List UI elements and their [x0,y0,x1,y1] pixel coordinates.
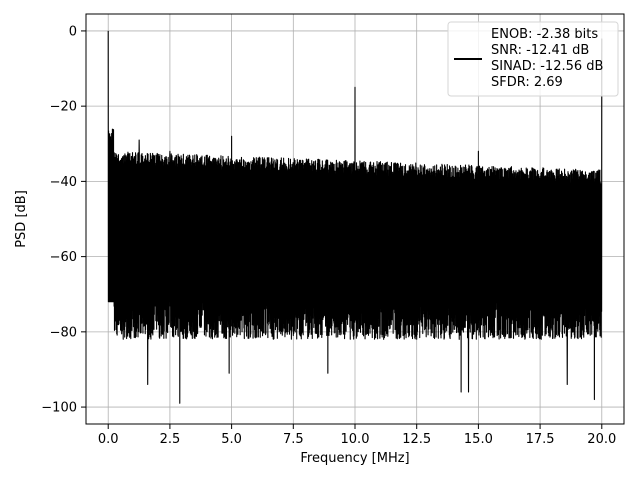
x-tick-label: 5.0 [221,432,242,447]
y-tick-label: −20 [50,100,77,115]
x-tick-label: 7.5 [283,432,304,447]
legend-box [447,21,619,97]
y-axis-label: PSD [dB] [14,190,29,248]
legend-entry: ENOB: -2.38 bits [491,27,598,42]
x-tick-label: 20.0 [587,432,616,447]
x-tick-label: 0.0 [98,432,119,447]
x-axis-ticks: 0.0 2.5 5.0 7.5 10.0 12.5 15.0 17.5 20.0 [98,424,616,447]
x-tick-label: 2.5 [160,432,181,447]
x-tick-label: 10.0 [341,432,370,447]
legend-entry: SINAD: -12.56 dB [491,59,603,74]
y-tick-label: −80 [50,325,77,340]
psd-series-line [107,30,603,404]
y-axis-ticks: 0 −20 −40 −60 −80 −100 [41,24,86,416]
x-axis-label: Frequency [MHz] [300,451,409,466]
y-tick-label: −40 [50,175,77,190]
x-tick-label: 15.0 [464,432,493,447]
x-tick-label: 12.5 [402,432,431,447]
y-tick-label: −60 [50,250,77,265]
y-tick-label: −100 [41,401,77,416]
legend-entry: SFDR: 2.69 [491,75,563,90]
plot-area [107,30,603,404]
x-tick-label: 17.5 [526,432,555,447]
legend-entry: SNR: -12.41 dB [491,43,589,58]
y-tick-label: 0 [69,24,77,39]
